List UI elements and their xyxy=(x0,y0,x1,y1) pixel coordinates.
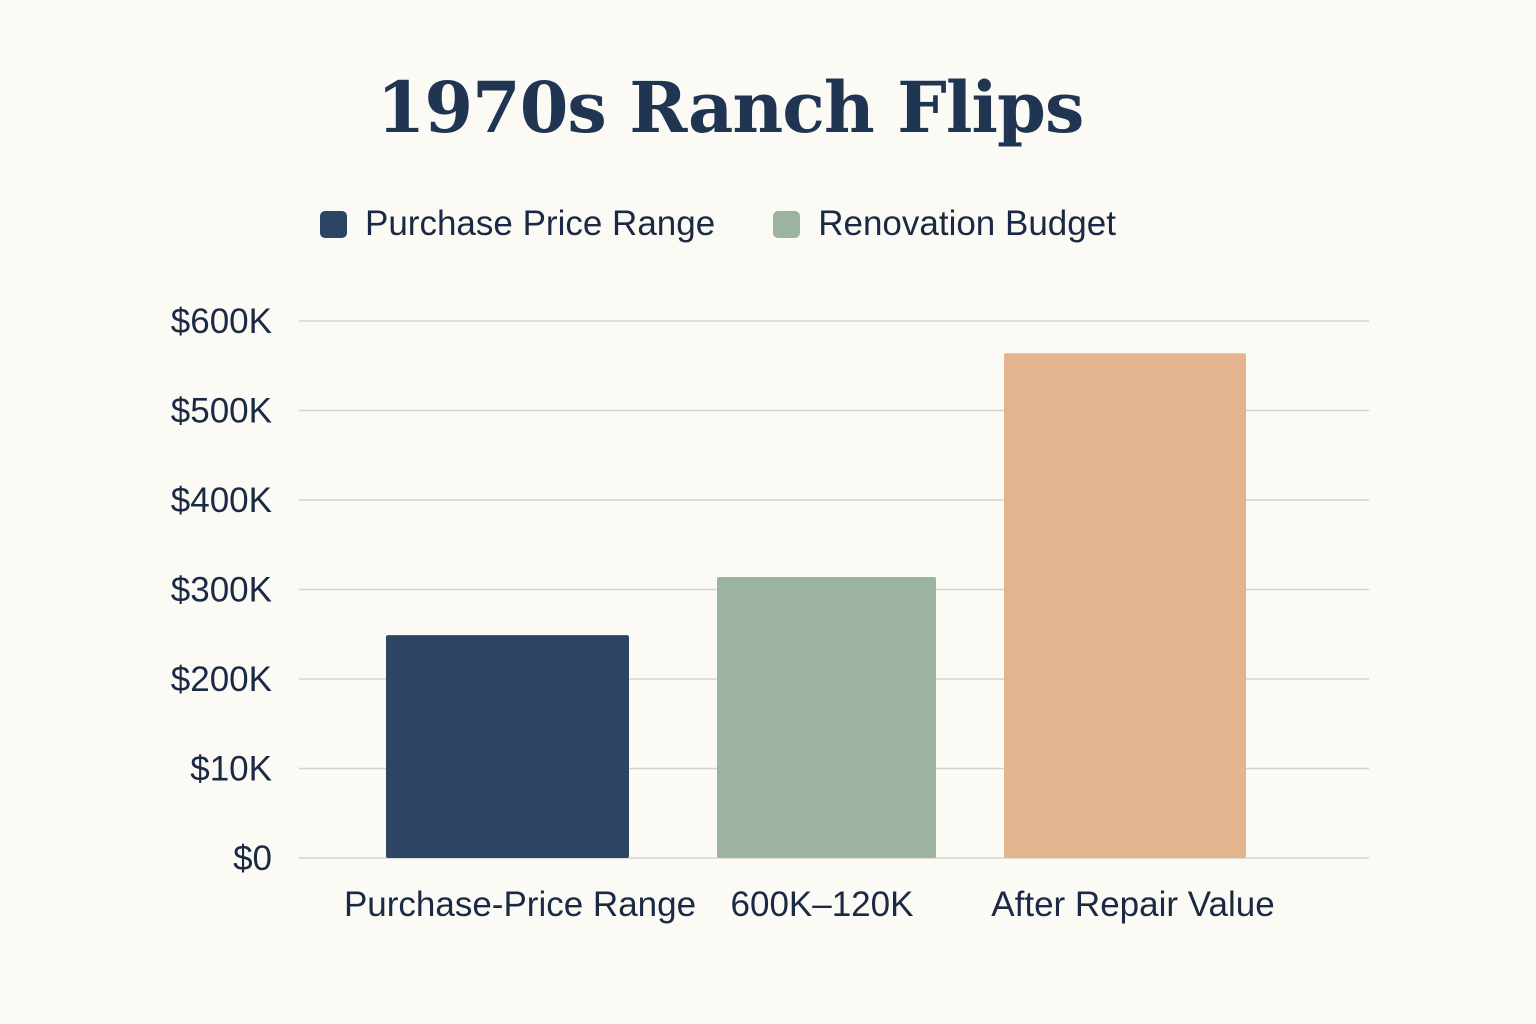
x-tick-label: 600K–120K xyxy=(731,885,914,924)
y-tick-label: $400K xyxy=(171,481,272,520)
bar xyxy=(1004,353,1246,858)
chart-title: 1970s Ranch Flips xyxy=(376,66,1085,149)
y-tick-label: $10K xyxy=(190,750,272,789)
legend-swatch-renovation xyxy=(773,210,801,238)
x-tick-label: Purchase-Price Range xyxy=(344,885,696,924)
y-tick-label: $500K xyxy=(171,392,272,431)
legend-item-purchase: Purchase Price Range xyxy=(320,204,715,244)
legend-label-renovation: Renovation Budget xyxy=(818,204,1116,243)
legend: Purchase Price Range Renovation Budget xyxy=(320,204,1174,244)
y-tick-label: $200K xyxy=(171,660,272,699)
bar xyxy=(717,576,936,858)
y-tick-label: $300K xyxy=(171,571,272,610)
legend-label-purchase: Purchase Price Range xyxy=(365,204,716,243)
y-tick-label: $600K xyxy=(171,302,272,341)
legend-item-renovation: Renovation Budget xyxy=(773,204,1116,244)
y-tick-label: $0 xyxy=(233,839,272,878)
bar xyxy=(386,635,629,858)
x-tick-label: After Repair Value xyxy=(991,885,1274,924)
legend-swatch-purchase xyxy=(320,210,347,238)
